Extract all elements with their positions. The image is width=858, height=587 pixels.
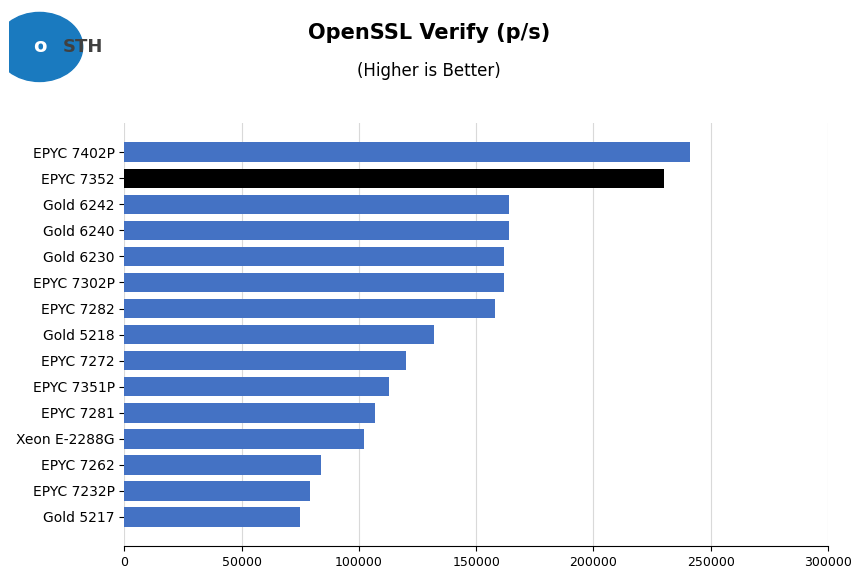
- Bar: [124, 325, 434, 345]
- Bar: [124, 299, 495, 318]
- Bar: [124, 168, 664, 188]
- Text: OpenSSL Verify (p/s): OpenSSL Verify (p/s): [308, 23, 550, 43]
- Bar: [124, 481, 310, 501]
- Bar: [124, 351, 406, 370]
- Text: STH: STH: [63, 38, 103, 56]
- Bar: [124, 143, 690, 162]
- Bar: [124, 455, 322, 475]
- Bar: [124, 194, 509, 214]
- Text: o: o: [33, 38, 46, 56]
- Bar: [124, 377, 390, 396]
- Bar: [124, 429, 364, 448]
- Bar: [124, 273, 505, 292]
- Text: (Higher is Better): (Higher is Better): [357, 62, 501, 80]
- Bar: [124, 247, 505, 266]
- Bar: [124, 403, 375, 423]
- Bar: [124, 507, 300, 527]
- Bar: [124, 221, 509, 240]
- Circle shape: [0, 12, 82, 82]
